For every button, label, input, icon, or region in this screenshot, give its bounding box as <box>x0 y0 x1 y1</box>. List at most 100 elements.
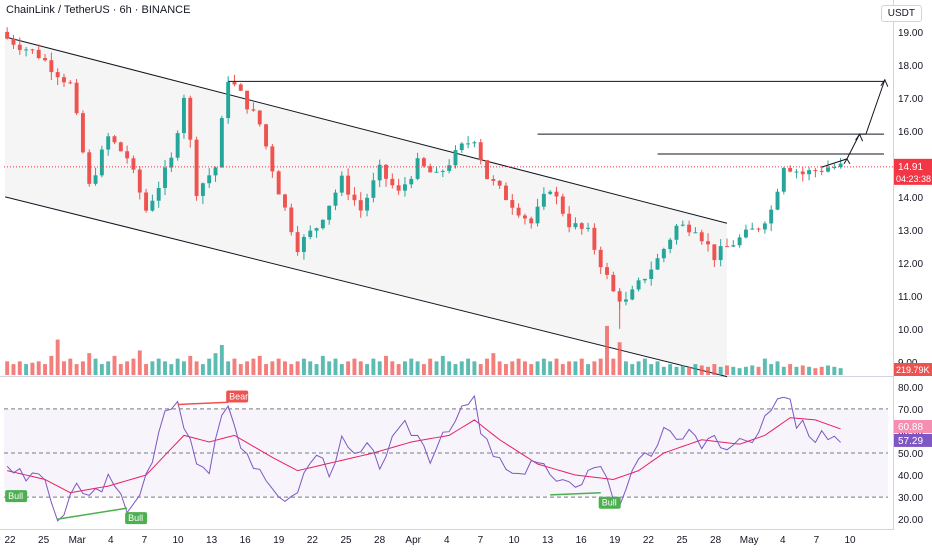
candle[interactable] <box>283 194 287 208</box>
candle[interactable] <box>194 139 199 196</box>
candle[interactable] <box>207 175 212 184</box>
candle[interactable] <box>314 228 319 231</box>
candle[interactable] <box>156 187 161 201</box>
candle[interactable] <box>137 169 142 193</box>
candle[interactable] <box>62 77 66 83</box>
candle[interactable] <box>832 167 837 169</box>
candle[interactable] <box>769 209 774 224</box>
candle[interactable] <box>43 58 48 61</box>
candle[interactable] <box>169 157 174 168</box>
candle[interactable] <box>251 109 256 111</box>
candle[interactable] <box>415 158 420 179</box>
candle[interactable] <box>333 192 338 206</box>
candle[interactable] <box>289 207 294 233</box>
candle[interactable] <box>339 175 344 193</box>
candle[interactable] <box>68 82 73 84</box>
candle[interactable] <box>175 133 180 158</box>
candle[interactable] <box>750 228 755 230</box>
candle[interactable] <box>649 269 654 279</box>
candle[interactable] <box>491 179 496 181</box>
candle[interactable] <box>718 246 723 261</box>
candle[interactable] <box>794 171 799 173</box>
candle[interactable] <box>150 200 155 211</box>
candle[interactable] <box>377 164 382 181</box>
candle[interactable] <box>504 185 508 201</box>
candle[interactable] <box>807 170 812 175</box>
candle[interactable] <box>737 237 742 246</box>
candle[interactable] <box>680 224 685 226</box>
candle[interactable] <box>529 218 534 224</box>
candle[interactable] <box>661 248 666 259</box>
candle[interactable] <box>813 170 818 172</box>
candle[interactable] <box>826 167 830 172</box>
candle[interactable] <box>459 143 464 151</box>
candle[interactable] <box>352 194 357 201</box>
candle[interactable] <box>447 165 452 171</box>
candle[interactable] <box>630 289 635 300</box>
candle[interactable] <box>238 84 243 91</box>
candle[interactable] <box>346 175 351 195</box>
channel-upper-line[interactable] <box>5 36 728 224</box>
candle[interactable] <box>264 124 269 147</box>
candle[interactable] <box>693 232 698 234</box>
candle[interactable] <box>384 164 388 179</box>
candle[interactable] <box>402 184 407 191</box>
candle[interactable] <box>144 192 149 211</box>
candle[interactable] <box>605 267 609 275</box>
candle[interactable] <box>497 180 502 186</box>
candle[interactable] <box>712 244 717 261</box>
candle[interactable] <box>485 160 490 180</box>
candle[interactable] <box>118 142 123 152</box>
candle[interactable] <box>371 180 376 198</box>
candle[interactable] <box>106 136 111 150</box>
candle[interactable] <box>131 158 136 170</box>
candle[interactable] <box>706 241 711 245</box>
candle[interactable] <box>762 223 767 230</box>
candle[interactable] <box>472 142 477 144</box>
candle[interactable] <box>642 278 647 281</box>
rsi-line[interactable] <box>6 394 841 522</box>
candle[interactable] <box>554 191 559 197</box>
candle[interactable] <box>93 175 98 184</box>
candle[interactable] <box>226 82 231 119</box>
candle[interactable] <box>188 97 193 140</box>
candle[interactable] <box>466 143 471 145</box>
candle[interactable] <box>358 200 363 211</box>
candle[interactable] <box>125 151 130 159</box>
candle[interactable] <box>699 232 704 242</box>
candle[interactable] <box>327 205 332 220</box>
candle[interactable] <box>687 224 692 233</box>
candle[interactable] <box>36 49 41 59</box>
candle[interactable] <box>668 239 673 249</box>
candle[interactable] <box>409 178 414 185</box>
candle[interactable] <box>478 142 483 161</box>
candle[interactable] <box>308 230 313 237</box>
candle[interactable] <box>163 167 167 188</box>
candle[interactable] <box>756 228 761 230</box>
candle[interactable] <box>655 258 660 270</box>
candle[interactable] <box>636 280 641 290</box>
candle[interactable] <box>24 49 29 51</box>
candle[interactable] <box>301 236 306 253</box>
candle[interactable] <box>788 167 793 172</box>
candle[interactable] <box>428 166 433 173</box>
candle[interactable] <box>5 31 10 39</box>
candle[interactable] <box>17 44 22 50</box>
candle[interactable] <box>200 183 205 196</box>
candle[interactable] <box>516 207 521 216</box>
candle[interactable] <box>800 171 805 175</box>
candle[interactable] <box>674 225 679 240</box>
candle[interactable] <box>276 171 281 195</box>
candle[interactable] <box>819 170 824 172</box>
candle[interactable] <box>579 223 584 229</box>
candle[interactable] <box>112 136 117 143</box>
candle[interactable] <box>232 82 237 85</box>
candle[interactable] <box>535 206 540 224</box>
candle[interactable] <box>548 191 553 194</box>
candle[interactable] <box>586 227 591 229</box>
candle[interactable] <box>99 149 104 176</box>
candle[interactable] <box>781 167 786 192</box>
candle[interactable] <box>541 193 546 207</box>
candle[interactable] <box>219 118 224 168</box>
